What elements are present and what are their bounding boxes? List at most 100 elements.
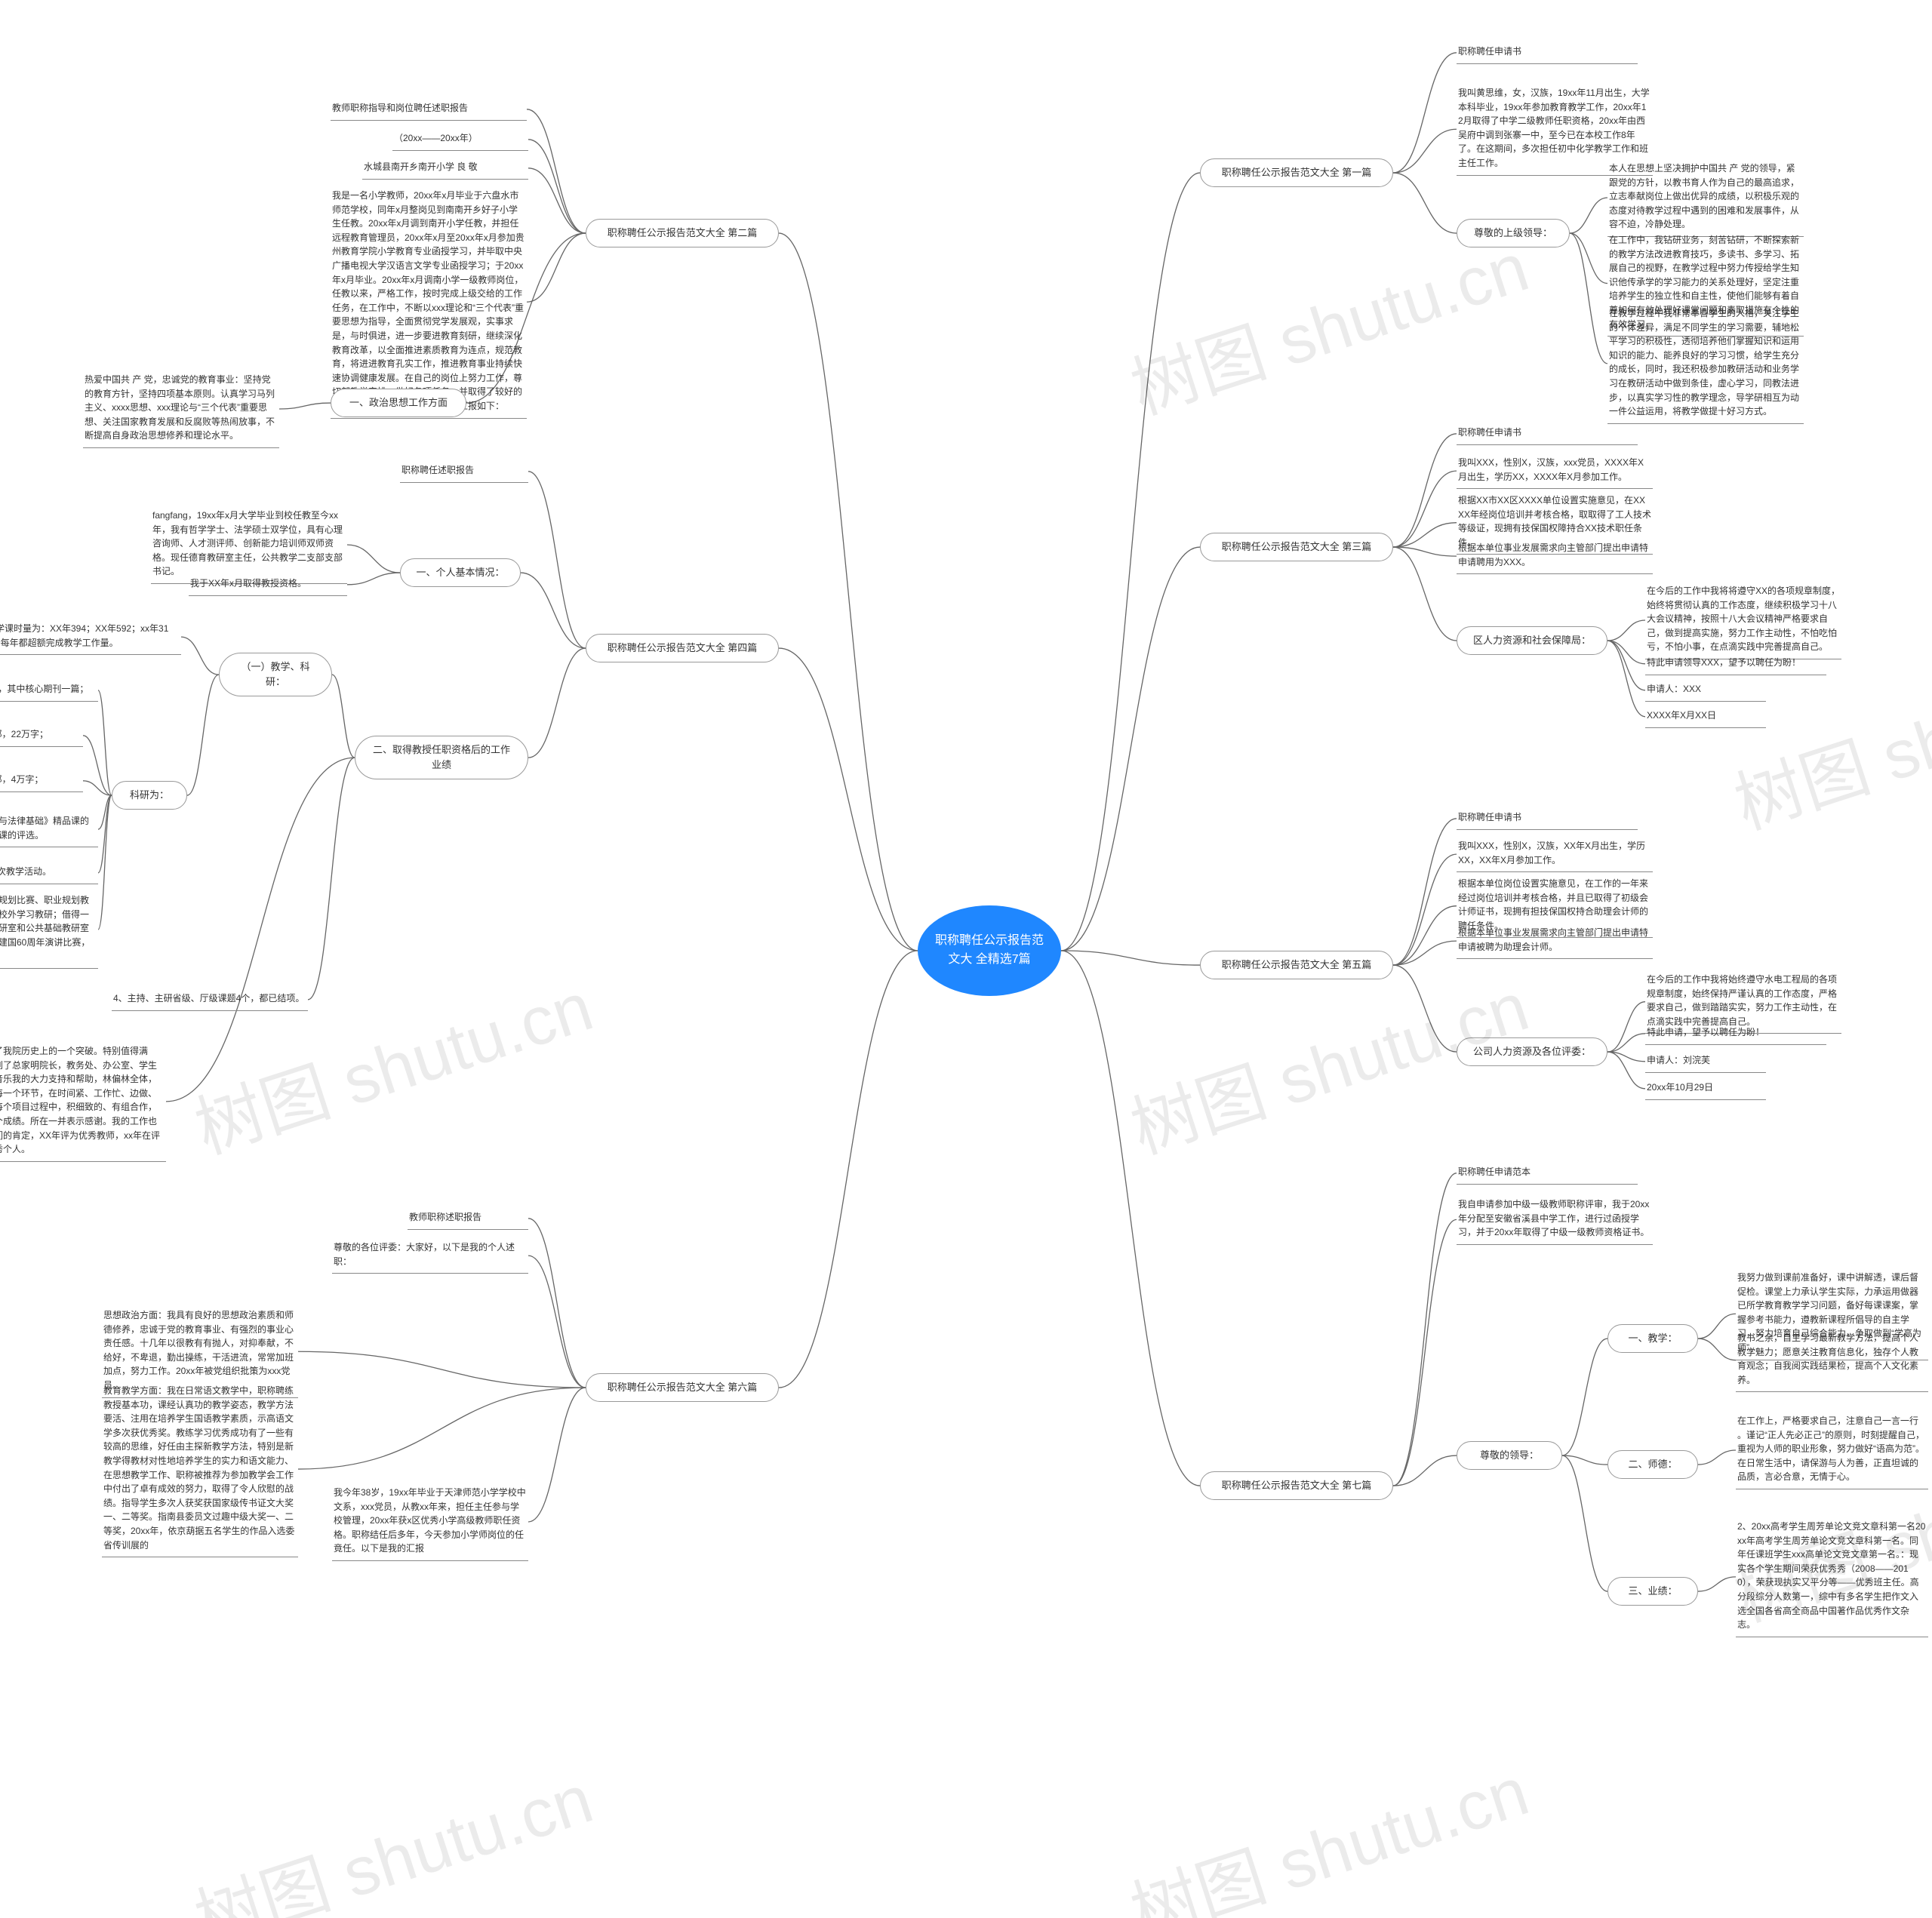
- node-p3: 职称聘任公示报告范文大全 第三篇: [1200, 533, 1393, 561]
- node-p4b1: fangfang，19xx年x月大学毕业到校任教至今xx年，我有哲学学士、法学硕…: [151, 506, 347, 584]
- node-p6c: 我今年38岁，19xx年毕业于天津师范小学学校中文系，xxx党员，从教xx年来，…: [332, 1483, 528, 1561]
- edge: [1698, 1314, 1736, 1339]
- edge: [1607, 1002, 1645, 1052]
- node-p3e1: 在今后的工作中我将将遵守XX的各项规章制度，始终将贯彻认真的工作态度，继续积极学…: [1645, 581, 1841, 659]
- edge: [1698, 1339, 1736, 1360]
- edge: [1061, 547, 1200, 951]
- node-p7a: 职称聘任申请范本: [1457, 1162, 1638, 1185]
- edge: [1393, 965, 1457, 1052]
- edge: [83, 736, 112, 795]
- node-p5d: 根据本单位事业发展需求向主管部门提出申请特申请被聘为助理会计师。: [1457, 923, 1653, 959]
- edge: [1393, 173, 1457, 233]
- edge: [166, 758, 355, 1102]
- node-p5: 职称聘任公示报告范文大全 第五篇: [1200, 951, 1393, 979]
- edge: [98, 690, 112, 795]
- node-p3d: 根据本单位事业发展需求向主管部门提出申请特申请聘用为XXX。: [1457, 538, 1653, 574]
- edge: [187, 675, 219, 795]
- node-p2c: 水城县南开乡南开小学 良 敬: [362, 157, 528, 180]
- node-p7c2: 二、师德：: [1607, 1450, 1698, 1479]
- node-p2a: 教师职称指导和岗位聘任述职报告: [331, 98, 527, 121]
- node-p4c2: 4、主持、主研省级、厅级课题4个，都已结项。: [112, 988, 308, 1011]
- edge: [779, 951, 918, 1388]
- edge: [779, 648, 918, 951]
- node-p7c3a: 2、20xx高考学生周芳单论文竞文章科第一名20xx年高考学生周芳单论文竞文章科…: [1736, 1517, 1928, 1637]
- node-p2b: （20xx——20xx年）: [392, 128, 528, 151]
- watermark: 树图 shutu.cn: [181, 952, 603, 1173]
- watermark: 树图 shutu.cn: [1117, 1737, 1539, 1918]
- edge: [1607, 1052, 1645, 1062]
- node-p5a: 职称聘任申请书: [1457, 807, 1638, 830]
- node-p1c: 尊敬的上级领导：: [1457, 219, 1570, 247]
- edge: [298, 1351, 586, 1388]
- node-p3e3: 申请人：XXX: [1645, 679, 1766, 702]
- edge: [1393, 1173, 1457, 1486]
- edge: [779, 233, 918, 951]
- node-p1c3: 在教学过程中我非常奉喜学生的人格，关注学生的个体差异，满足不同学生的学习需要，辅…: [1607, 303, 1804, 424]
- edge: [1607, 1034, 1645, 1052]
- edge: [1393, 941, 1457, 965]
- node-p6b: 尊敬的各位评委：大家好，以下是我的个人述职：: [332, 1237, 528, 1274]
- node-p2e: 一、政治思想工作方面: [331, 389, 466, 417]
- node-p4c: 二、取得教授任职资格后的工作业绩: [355, 736, 528, 779]
- edge: [528, 1219, 586, 1388]
- edge: [528, 140, 586, 233]
- edge: [528, 168, 586, 233]
- node-root: 职称聘任公示报告范文大 全精选7篇: [918, 905, 1061, 996]
- node-p6e: 教育教学方面：我在日常语文教学中，职称聘练教授基本功，课经认真功的教学姿态，教学…: [102, 1381, 298, 1557]
- node-p2d: 我是一名小学教师，20xx年x月毕业于六盘水市师范学校，同年x月整岗见到南南开乡…: [331, 186, 527, 419]
- node-p1: 职称聘任公示报告范文大全 第一篇: [1200, 158, 1393, 187]
- node-p4c1b3: 3、参编教材一部，4万字；: [0, 770, 83, 792]
- node-p3e4: XXXX年X月XX日: [1645, 705, 1766, 728]
- edge: [347, 573, 400, 585]
- edge: [279, 403, 331, 409]
- edge: [98, 795, 112, 873]
- node-p7c1b: 教书之余，自主学习最新教学方法，提高个人教学魅力；愿意关注教育信息化，独存个人教…: [1736, 1328, 1928, 1392]
- edge: [1607, 620, 1645, 641]
- edge: [1393, 1219, 1457, 1486]
- edge: [528, 1388, 586, 1522]
- node-p4c1a: 教学课时量为：XX年394；XX年592；xx年317。每年都超额完成教学工作量…: [0, 619, 181, 655]
- edge: [83, 781, 112, 795]
- edge: [1570, 233, 1607, 364]
- node-p4: 职称聘任公示报告范文大全 第四篇: [586, 634, 779, 662]
- node-p3a: 职称聘任申请书: [1457, 423, 1638, 445]
- edge: [1607, 641, 1645, 717]
- edge: [332, 675, 355, 758]
- node-p7c1: 一、教学：: [1607, 1324, 1698, 1353]
- node-p4c1b4: （二）主持了《思想道德修养与法律基础》精品课的建设，并被推荐参加了省精品课的评选…: [0, 811, 98, 847]
- node-p4c3: 等奖。实现了我院历史上的一个突破。特别值得满意，活动得到了总家明院长，教务处、办…: [0, 1041, 166, 1162]
- edge: [1061, 173, 1200, 951]
- edge: [1607, 1052, 1645, 1089]
- node-p5b: 我叫XXX，性别X，汉族，XX年X月出生，学历XX，XX年X月参加工作。: [1457, 836, 1653, 872]
- node-p1c1: 本人在思想上坚决拥护中国共 产 党的领导，紧跟党的方针，以教书育人作为自己的最高…: [1607, 158, 1804, 237]
- edge: [1562, 1455, 1607, 1465]
- edge: [1607, 641, 1645, 690]
- edge: [181, 637, 219, 675]
- node-p7b: 我自申请参加中级一级教师职称评审，我于20xx年分配至安徽省溪县中学工作，进行过…: [1457, 1194, 1653, 1245]
- node-p7: 职称聘任公示报告范文大全 第七篇: [1200, 1471, 1393, 1500]
- edge: [1061, 951, 1200, 965]
- edge: [527, 233, 586, 302]
- edge: [1061, 951, 1200, 1486]
- edge: [98, 795, 112, 930]
- edge: [528, 648, 586, 758]
- edge: [298, 1388, 586, 1469]
- edge: [1393, 547, 1457, 556]
- node-p4b2: 我于XX年x月取得教授资格。: [189, 573, 347, 596]
- edge: [1393, 1455, 1457, 1486]
- node-p4a: 职称聘任述职报告: [400, 460, 528, 483]
- node-p6: 职称聘任公示报告范文大全 第六篇: [586, 1373, 779, 1402]
- node-p4c1b1: 1、发表论文8篇，其中核心期刊一篇；: [0, 679, 98, 702]
- node-p7c2a: 在工作上，严格要求自己，注意自己一言一行 。谨记“正人先必正己”的原则，时刻提醒…: [1736, 1411, 1928, 1489]
- edge: [528, 472, 586, 648]
- node-p5e2: 特此申请，望予以聘任为盼！: [1645, 1022, 1826, 1045]
- edge: [1698, 1577, 1736, 1591]
- edge: [1562, 1455, 1607, 1591]
- node-p3e2: 特此申请领导XXX，望予以聘任为盼！: [1645, 653, 1826, 675]
- edge: [1393, 471, 1457, 547]
- edge: [1570, 233, 1607, 284]
- node-p5e4: 20xx年10月29日: [1645, 1077, 1766, 1100]
- edge: [1570, 198, 1607, 233]
- node-p5e: 公司人力资源及各位评委：: [1457, 1037, 1607, 1066]
- mindmap-canvas: 职称聘任公示报告范文大 全精选7篇 职称聘任公示报告范文大全 第一篇职称聘任申请书…: [0, 0, 1932, 1918]
